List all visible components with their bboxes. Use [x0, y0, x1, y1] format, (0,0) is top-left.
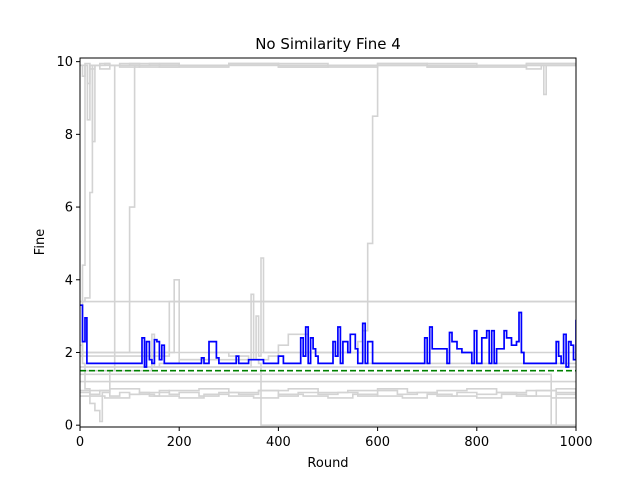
background-series-line-15	[80, 393, 576, 399]
y-tick-label: 0	[65, 419, 73, 434]
plot-area	[80, 62, 576, 427]
y-tick-label: 8	[65, 128, 73, 143]
y-tick-label: 6	[65, 201, 73, 216]
y-tick-label: 4	[65, 273, 73, 288]
x-tick-label: 800	[464, 435, 489, 450]
x-axis-ticks: 0 200 400 600 800 1000	[76, 427, 593, 450]
x-tick-label: 200	[167, 435, 192, 450]
background-series-line-5	[80, 64, 130, 423]
background-series-line-16	[80, 387, 576, 394]
y-axis-ticks: 0 2 4 6 8 10	[56, 55, 80, 434]
background-series-line-1	[80, 62, 576, 143]
y-tick-label: 10	[56, 55, 73, 70]
x-tick-label: 400	[266, 435, 291, 450]
plot-frame	[79, 57, 577, 428]
y-tick-label: 2	[65, 346, 73, 361]
highlight-series-line	[80, 304, 576, 368]
x-tick-label: 600	[365, 435, 390, 450]
x-axis-label: Round	[307, 456, 348, 471]
x-tick-label: 1000	[559, 435, 592, 450]
y-axis-label: Fine	[33, 229, 48, 255]
background-series-line-13	[80, 373, 576, 427]
x-tick-label: 0	[76, 435, 84, 450]
chart-title: No Similarity Fine 4	[255, 35, 401, 53]
highlight-series-group	[80, 304, 576, 368]
background-series-line-6	[80, 62, 576, 354]
